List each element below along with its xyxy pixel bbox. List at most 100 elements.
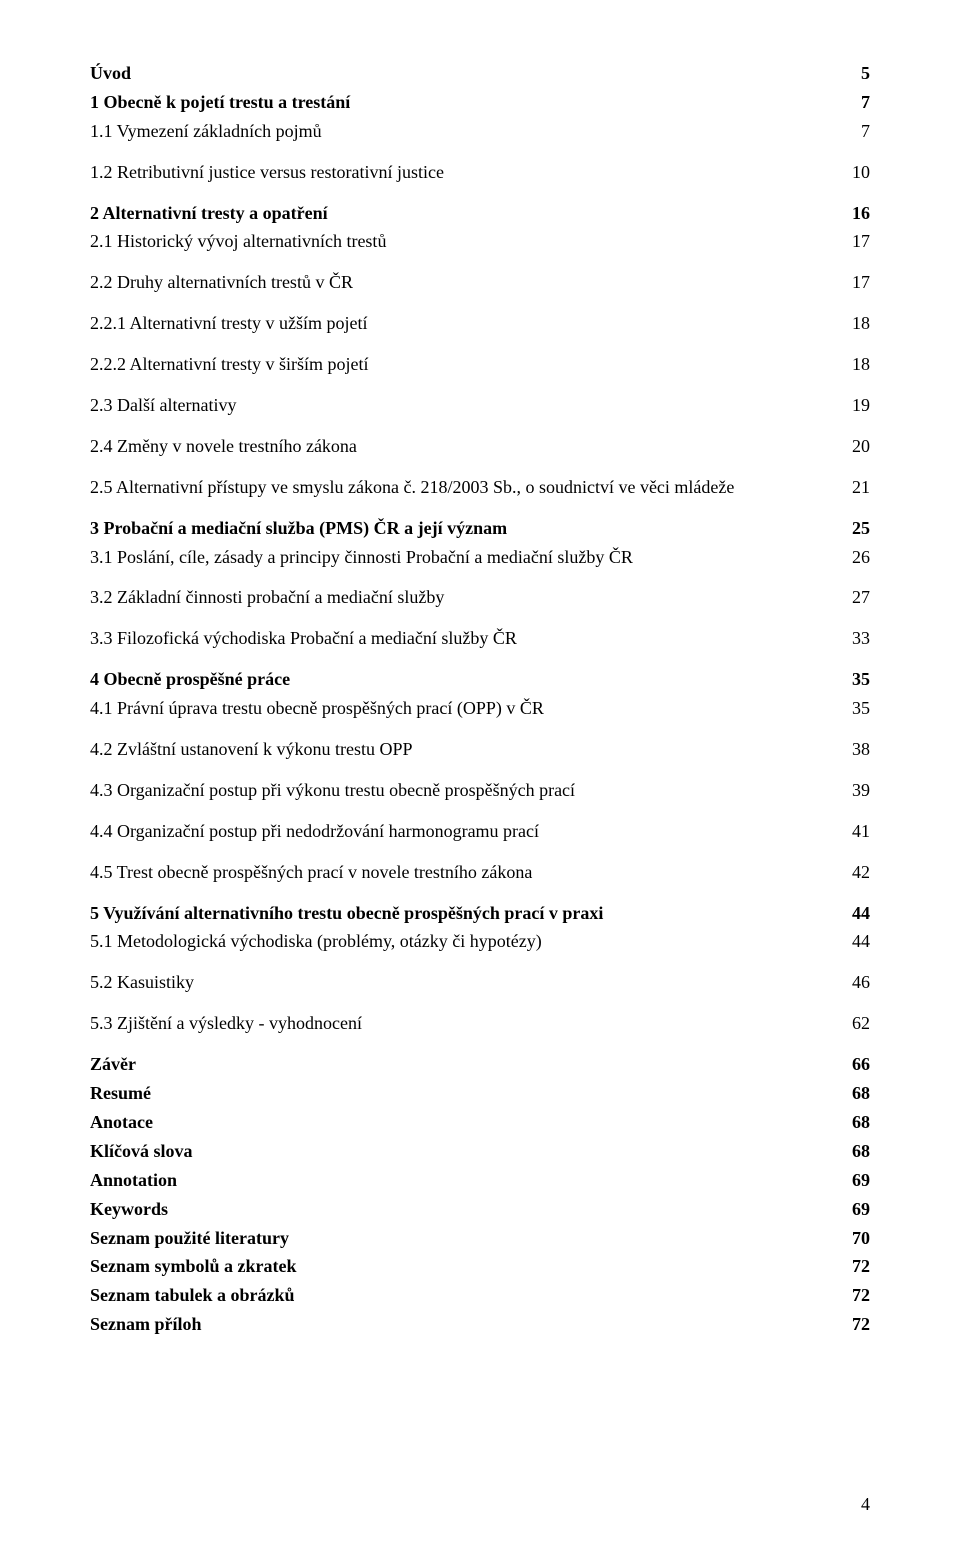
- toc-page: 33: [842, 625, 870, 653]
- toc-row: 2.3 Další alternativy19: [90, 392, 870, 420]
- toc-page: 7: [842, 118, 870, 146]
- toc-row: 4.2 Zvláštní ustanovení k výkonu trestu …: [90, 736, 870, 764]
- toc-label: 5.3 Zjištění a výsledky - vyhodnocení: [90, 1010, 842, 1038]
- toc-page: 44: [842, 928, 870, 956]
- toc-gap: [90, 421, 870, 433]
- toc-page: 66: [842, 1051, 870, 1079]
- toc-page: 39: [842, 777, 870, 805]
- toc-gap: [90, 847, 870, 859]
- toc-label: 3.1 Poslání, cíle, zásady a principy čin…: [90, 544, 842, 572]
- toc-gap: [90, 380, 870, 392]
- toc-page: 26: [842, 544, 870, 572]
- toc-page: 35: [842, 695, 870, 723]
- toc-page: 20: [842, 433, 870, 461]
- toc-label: 1.2 Retributivní justice versus restorat…: [90, 159, 842, 187]
- toc-label: Seznam symbolů a zkratek: [90, 1253, 842, 1281]
- toc-label: Seznam tabulek a obrázků: [90, 1282, 842, 1310]
- toc-row: 3 Probační a mediační služba (PMS) ČR a …: [90, 515, 870, 543]
- toc-gap: [90, 462, 870, 474]
- toc-label: 3.2 Základní činnosti probační a mediačn…: [90, 584, 842, 612]
- toc-row: 5 Využívání alternativního trestu obecně…: [90, 900, 870, 928]
- toc-label: 2.2.2 Alternativní tresty v širším pojet…: [90, 351, 842, 379]
- toc-label: 2.2.1 Alternativní tresty v užším pojetí: [90, 310, 842, 338]
- toc-label: Seznam příloh: [90, 1311, 842, 1339]
- toc-row: 4.5 Trest obecně prospěšných prací v nov…: [90, 859, 870, 887]
- toc-page: 69: [842, 1196, 870, 1224]
- toc-gap: [90, 298, 870, 310]
- toc-page: 10: [842, 159, 870, 187]
- toc-gap: [90, 1039, 870, 1051]
- toc-row: 3.3 Filozofická východiska Probační a me…: [90, 625, 870, 653]
- toc-label: 2.1 Historický vývoj alternativních tres…: [90, 228, 842, 256]
- toc-label: Závěr: [90, 1051, 842, 1079]
- toc-gap: [90, 724, 870, 736]
- toc-page: 38: [842, 736, 870, 764]
- toc-label: 4.2 Zvláštní ustanovení k výkonu trestu …: [90, 736, 842, 764]
- toc-page: 5: [842, 60, 870, 88]
- toc-page: 68: [842, 1138, 870, 1166]
- toc-page: 21: [842, 474, 870, 502]
- toc-row: 1 Obecně k pojetí trestu a trestání7: [90, 89, 870, 117]
- toc-label: 4.1 Právní úprava trestu obecně prospěšn…: [90, 695, 842, 723]
- toc-label: 2 Alternativní tresty a opatření: [90, 200, 842, 228]
- toc-gap: [90, 888, 870, 900]
- toc-row: 2.2.1 Alternativní tresty v užším pojetí…: [90, 310, 870, 338]
- toc-gap: [90, 257, 870, 269]
- toc-row: 5.3 Zjištění a výsledky - vyhodnocení62: [90, 1010, 870, 1038]
- toc-page: 70: [842, 1225, 870, 1253]
- toc-label: 2.2 Druhy alternativních trestů v ČR: [90, 269, 842, 297]
- toc-row: 2 Alternativní tresty a opatření16: [90, 200, 870, 228]
- toc-page: 19: [842, 392, 870, 420]
- toc-label: 5 Využívání alternativního trestu obecně…: [90, 900, 842, 928]
- toc-gap: [90, 339, 870, 351]
- toc-gap: [90, 613, 870, 625]
- toc-label: Anotace: [90, 1109, 842, 1137]
- toc-page: 16: [842, 200, 870, 228]
- toc-row: 1.2 Retributivní justice versus restorat…: [90, 159, 870, 187]
- toc-row: Seznam použité literatury70: [90, 1225, 870, 1253]
- toc-label: 1 Obecně k pojetí trestu a trestání: [90, 89, 842, 117]
- toc-gap: [90, 998, 870, 1010]
- toc-page: 25: [842, 515, 870, 543]
- toc-gap: [90, 654, 870, 666]
- toc-page: 44: [842, 900, 870, 928]
- toc-row: Seznam symbolů a zkratek72: [90, 1253, 870, 1281]
- toc-row: 4.3 Organizační postup při výkonu trestu…: [90, 777, 870, 805]
- toc-row: 4.1 Právní úprava trestu obecně prospěšn…: [90, 695, 870, 723]
- toc-page: 72: [842, 1282, 870, 1310]
- toc-row: 2.2.2 Alternativní tresty v širším pojet…: [90, 351, 870, 379]
- toc-row: Seznam příloh72: [90, 1311, 870, 1339]
- toc-row: Závěr66: [90, 1051, 870, 1079]
- toc-label: 2.5 Alternativní přístupy ve smyslu záko…: [90, 474, 842, 502]
- toc-row: Klíčová slova68: [90, 1138, 870, 1166]
- toc-page: 62: [842, 1010, 870, 1038]
- toc-gap: [90, 503, 870, 515]
- toc-page: 72: [842, 1311, 870, 1339]
- toc-page: 17: [842, 269, 870, 297]
- toc-label: 2.3 Další alternativy: [90, 392, 842, 420]
- toc-row: 4 Obecně prospěšné práce35: [90, 666, 870, 694]
- toc-page: 46: [842, 969, 870, 997]
- toc-label: 4 Obecně prospěšné práce: [90, 666, 842, 694]
- toc-gap: [90, 957, 870, 969]
- toc-label: 5.2 Kasuistiky: [90, 969, 842, 997]
- toc-label: 5.1 Metodologická východiska (problémy, …: [90, 928, 842, 956]
- toc-label: 4.5 Trest obecně prospěšných prací v nov…: [90, 859, 842, 887]
- toc-row: 2.2 Druhy alternativních trestů v ČR17: [90, 269, 870, 297]
- toc-page: 18: [842, 351, 870, 379]
- toc-label: Klíčová slova: [90, 1138, 842, 1166]
- toc-label: Úvod: [90, 60, 842, 88]
- toc-page: 41: [842, 818, 870, 846]
- toc-gap: [90, 806, 870, 818]
- toc-row: Resumé68: [90, 1080, 870, 1108]
- toc-label: Resumé: [90, 1080, 842, 1108]
- toc-row: 2.4 Změny v novele trestního zákona20: [90, 433, 870, 461]
- toc-row: 3.2 Základní činnosti probační a mediačn…: [90, 584, 870, 612]
- toc-row: Úvod5: [90, 60, 870, 88]
- toc-page: 35: [842, 666, 870, 694]
- toc-label: 3.3 Filozofická východiska Probační a me…: [90, 625, 842, 653]
- toc-gap: [90, 765, 870, 777]
- toc-page: 69: [842, 1167, 870, 1195]
- toc-label: Seznam použité literatury: [90, 1225, 842, 1253]
- toc-page: 68: [842, 1080, 870, 1108]
